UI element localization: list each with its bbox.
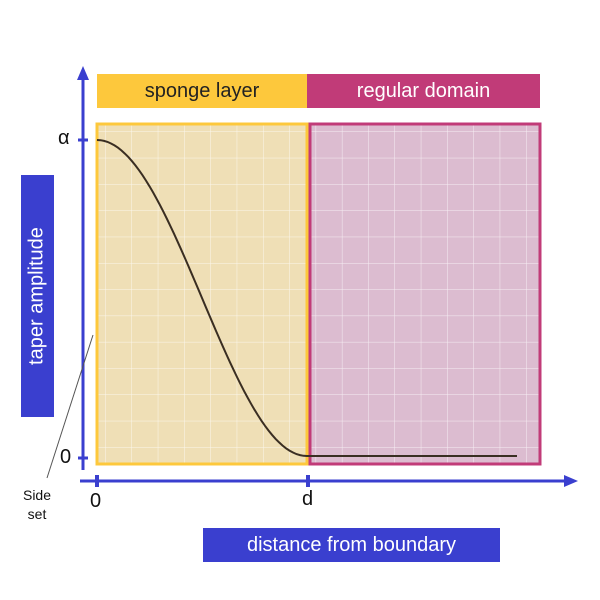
y-axis-arrow-icon [77,66,89,80]
side-note-leader [46,334,94,479]
y-tick-zero: 0 [60,446,72,468]
taper-curve [96,139,517,457]
regular-domain-label: regular domain [307,74,540,108]
side-note: Side set [17,486,57,524]
y-axis-label: taper amplitude [25,227,48,365]
side-note-line1: Side [22,487,52,503]
x-tick-d: d [302,488,314,510]
x-axis-arrow-icon [564,475,578,487]
sponge-layer-label: sponge layer [97,74,307,108]
y-axis-label-box [21,175,54,417]
side-note-line2: set [27,506,47,522]
x-axis-label: distance from boundary [203,528,500,562]
y-tick-alpha: α [58,127,70,149]
x-tick-zero: 0 [90,490,102,512]
